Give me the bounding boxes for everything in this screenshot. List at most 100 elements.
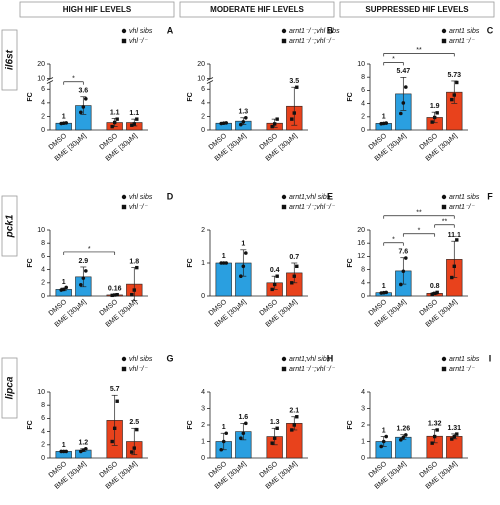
value-label: 2.1 xyxy=(289,408,299,415)
data-point xyxy=(115,117,119,121)
legend-label: arnt1⁻/⁻;vhl sibs xyxy=(289,28,340,35)
data-point xyxy=(64,285,69,290)
y-tick-label: 6 xyxy=(201,86,205,93)
data-point xyxy=(135,265,139,270)
significance-label: ** xyxy=(442,219,448,226)
data-point xyxy=(432,434,437,439)
y-tick-label: 2 xyxy=(201,227,205,234)
data-point xyxy=(295,85,299,89)
y-tick-label: 20 xyxy=(37,61,45,68)
data-point xyxy=(130,450,134,454)
significance-label: * xyxy=(72,76,75,83)
value-label: 1.9 xyxy=(430,103,440,110)
header-box xyxy=(19,1,175,18)
data-point xyxy=(401,101,406,105)
y-tick-label: 4 xyxy=(361,280,365,287)
value-label: 1 xyxy=(222,253,226,260)
value-label: 1.26 xyxy=(397,426,411,433)
data-point xyxy=(221,439,226,444)
data-point xyxy=(455,238,459,242)
y-tick-label: 3 xyxy=(201,405,205,412)
data-point xyxy=(84,446,88,451)
y-tick-label: 4 xyxy=(41,266,45,273)
y-tick-label: 20 xyxy=(357,227,365,234)
y-tick-label: 0 xyxy=(201,127,205,134)
data-point xyxy=(435,290,439,295)
data-point xyxy=(84,96,88,101)
legend-label: arnt1 sibs xyxy=(449,194,480,201)
panel-letter: I xyxy=(489,353,492,363)
y-tick-label: 2 xyxy=(361,114,365,121)
data-point xyxy=(270,124,274,129)
value-label: 1.2 xyxy=(78,440,88,447)
axis-break-mark xyxy=(46,80,54,84)
legend-label: arnt1 sibs xyxy=(449,28,480,35)
data-point xyxy=(295,264,299,268)
axis-break xyxy=(47,78,53,83)
legend-label: vhl sibs xyxy=(129,194,153,201)
legend-marker xyxy=(281,28,287,34)
data-point xyxy=(239,122,243,127)
data-point xyxy=(272,122,277,126)
panel-letter: H xyxy=(327,353,334,363)
significance-bracket xyxy=(63,251,116,255)
data-point xyxy=(241,431,246,436)
column-header: SUPPRESSED HIF LEVELS xyxy=(365,5,469,14)
y-tick-label: 4 xyxy=(361,389,365,396)
data-point xyxy=(455,432,459,436)
y-tick-label: 10 xyxy=(357,61,365,68)
data-point xyxy=(452,434,456,439)
data-point xyxy=(84,269,88,273)
value-label: 1.6 xyxy=(238,414,248,421)
y-tick-label: 10 xyxy=(37,75,45,82)
y-tick-label: 0 xyxy=(361,127,365,134)
data-point xyxy=(130,292,134,297)
bar xyxy=(446,436,463,459)
y-axis-label: FC xyxy=(187,420,194,429)
row-label-box xyxy=(1,357,18,419)
value-label: 5.7 xyxy=(110,386,120,393)
bar xyxy=(395,436,412,459)
data-point xyxy=(450,275,454,280)
row-label: il6st xyxy=(5,49,16,70)
y-tick-label: 4 xyxy=(201,100,205,107)
data-point xyxy=(112,293,117,297)
value-label: 5.73 xyxy=(447,72,461,79)
y-tick-label: 0 xyxy=(201,293,205,300)
significance-label: * xyxy=(392,237,395,244)
data-point xyxy=(384,121,389,125)
data-point xyxy=(435,111,439,115)
data-point xyxy=(244,421,248,426)
legend-marker xyxy=(121,204,127,210)
data-point xyxy=(135,427,139,432)
y-axis-label: FC xyxy=(187,92,194,101)
legend-label: vhl⁻/⁻ xyxy=(129,204,149,211)
data-point xyxy=(272,282,277,287)
data-point xyxy=(292,274,296,278)
data-point xyxy=(452,264,456,268)
data-point xyxy=(112,120,117,125)
y-axis-label: FC xyxy=(347,92,354,101)
value-label: 0.4 xyxy=(270,267,280,274)
value-label: 3.5 xyxy=(289,78,299,85)
data-point xyxy=(79,282,83,287)
column-header: HIGH HIF LEVELS xyxy=(63,5,132,14)
value-label: 1.31 xyxy=(447,425,461,432)
data-point xyxy=(404,256,408,260)
legend-marker xyxy=(441,356,447,362)
data-point xyxy=(379,444,384,449)
legend-marker xyxy=(441,366,447,372)
legend-label: vhl⁻/⁻ xyxy=(129,38,149,45)
legend-label: vhl sibs xyxy=(129,28,153,35)
data-point xyxy=(399,111,403,116)
value-label: 1 xyxy=(241,241,245,248)
y-tick-label: 10 xyxy=(37,227,45,234)
data-point xyxy=(430,292,434,297)
data-point xyxy=(135,117,139,121)
legend-label: vhl sibs xyxy=(129,356,153,363)
legend-marker xyxy=(281,204,287,210)
value-label: 1 xyxy=(62,279,66,286)
data-point xyxy=(435,428,439,432)
data-point xyxy=(404,85,408,89)
data-point xyxy=(224,261,229,265)
